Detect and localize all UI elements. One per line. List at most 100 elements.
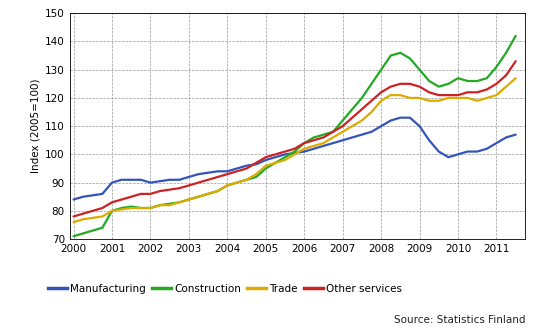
Trade <box>70 220 77 224</box>
Trade <box>292 152 298 156</box>
Construction <box>310 135 317 139</box>
Other services <box>80 212 86 216</box>
Construction <box>263 166 269 170</box>
Trade <box>195 195 202 199</box>
Other services <box>214 175 221 179</box>
Trade <box>378 99 384 103</box>
Manufacturing <box>128 178 135 182</box>
Other services <box>118 198 125 202</box>
Trade <box>483 96 490 100</box>
Other services <box>176 186 182 190</box>
Manufacturing <box>474 149 480 153</box>
Trade <box>147 206 154 210</box>
Manufacturing <box>253 162 259 166</box>
Trade <box>397 93 404 97</box>
Line: Construction: Construction <box>73 36 516 236</box>
Trade <box>128 206 135 210</box>
Trade <box>493 93 500 97</box>
Manufacturing <box>205 171 211 175</box>
Manufacturing <box>407 116 413 120</box>
Construction <box>301 141 308 145</box>
Manufacturing <box>368 130 375 134</box>
Trade <box>503 85 509 89</box>
Manufacturing <box>426 138 433 142</box>
Trade <box>253 172 259 176</box>
Manufacturing <box>99 192 106 196</box>
Construction <box>138 206 144 210</box>
Trade <box>310 144 317 148</box>
Y-axis label: Index (2005=100): Index (2005=100) <box>31 79 41 173</box>
Other services <box>512 59 519 63</box>
Trade <box>368 110 375 114</box>
Trade <box>109 209 115 213</box>
Construction <box>243 178 250 182</box>
Manufacturing <box>272 155 279 159</box>
Construction <box>493 65 500 69</box>
Construction <box>99 226 106 230</box>
Line: Other services: Other services <box>73 61 516 216</box>
Manufacturing <box>90 193 96 197</box>
Manufacturing <box>455 152 461 156</box>
Trade <box>263 164 269 168</box>
Trade <box>80 217 86 221</box>
Construction <box>349 107 355 111</box>
Manufacturing <box>310 147 317 151</box>
Other services <box>320 135 326 139</box>
Other services <box>205 178 211 182</box>
Construction <box>224 183 230 187</box>
Manufacturing <box>416 124 423 128</box>
Other services <box>339 124 346 128</box>
Other services <box>503 73 509 77</box>
Construction <box>185 198 192 202</box>
Other services <box>128 195 135 199</box>
Construction <box>359 96 365 100</box>
Manufacturing <box>436 149 442 153</box>
Construction <box>253 175 259 179</box>
Trade <box>214 189 221 193</box>
Construction <box>80 231 86 235</box>
Manufacturing <box>397 116 404 120</box>
Construction <box>397 51 404 55</box>
Trade <box>224 183 230 187</box>
Construction <box>445 82 452 86</box>
Construction <box>330 130 336 134</box>
Other services <box>310 138 317 142</box>
Construction <box>128 205 135 208</box>
Manufacturing <box>503 135 509 139</box>
Construction <box>109 209 115 213</box>
Line: Manufacturing: Manufacturing <box>73 118 516 200</box>
Trade <box>272 161 279 165</box>
Manufacturing <box>320 144 326 148</box>
Construction <box>205 192 211 196</box>
Construction <box>464 79 471 83</box>
Trade <box>282 158 288 162</box>
Other services <box>147 192 154 196</box>
Construction <box>455 76 461 80</box>
Manufacturing <box>157 179 163 183</box>
Trade <box>90 216 96 220</box>
Text: Source: Statistics Finland: Source: Statistics Finland <box>394 315 525 325</box>
Other services <box>301 141 308 145</box>
Other services <box>138 192 144 196</box>
Trade <box>138 206 144 210</box>
Other services <box>243 166 250 170</box>
Trade <box>330 135 336 139</box>
Manufacturing <box>292 151 298 155</box>
Other services <box>426 90 433 94</box>
Manufacturing <box>378 124 384 128</box>
Manufacturing <box>109 181 115 185</box>
Construction <box>272 161 279 165</box>
Construction <box>426 79 433 83</box>
Other services <box>416 85 423 89</box>
Trade <box>359 119 365 123</box>
Legend: Manufacturing, Construction, Trade, Other services: Manufacturing, Construction, Trade, Othe… <box>48 284 402 293</box>
Construction <box>483 76 490 80</box>
Construction <box>339 119 346 123</box>
Other services <box>263 155 269 159</box>
Manufacturing <box>263 158 269 162</box>
Manufacturing <box>493 141 500 145</box>
Manufacturing <box>214 169 221 173</box>
Other services <box>436 93 442 97</box>
Trade <box>118 208 125 211</box>
Other services <box>157 189 163 193</box>
